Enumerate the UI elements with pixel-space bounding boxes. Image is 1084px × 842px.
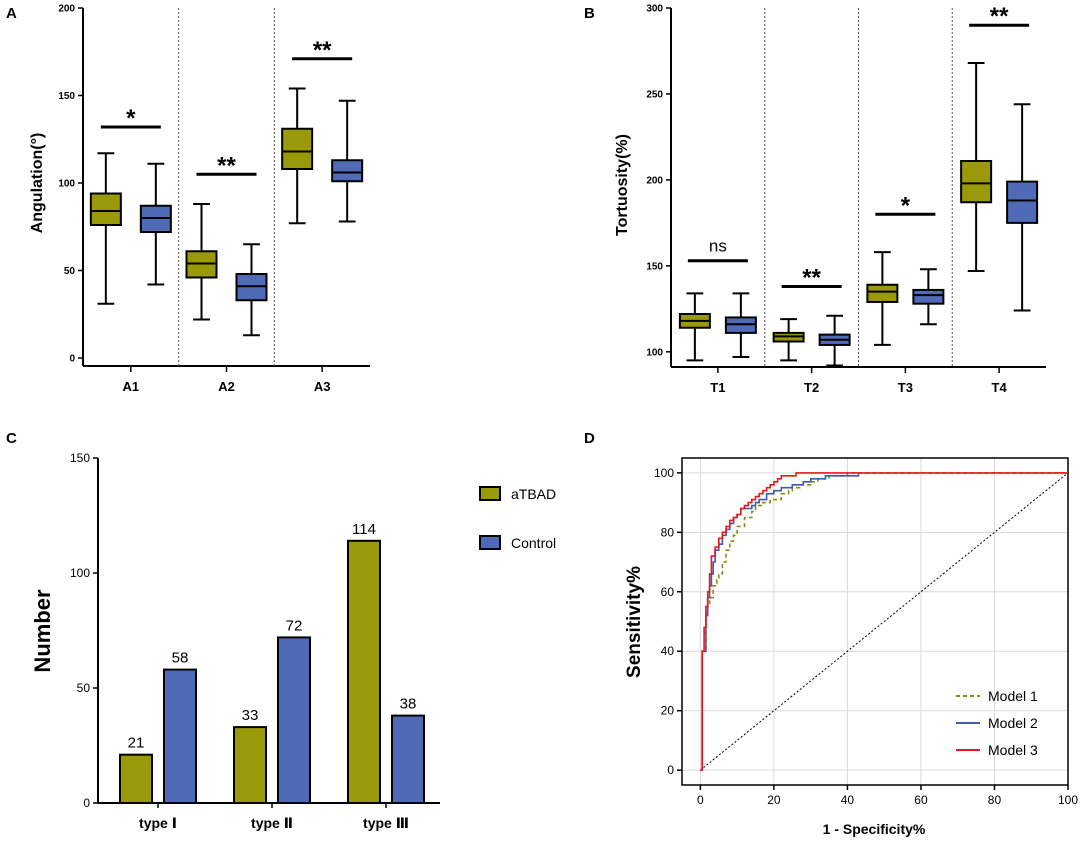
x-tick-label: 20 <box>767 793 781 807</box>
significance-label-t1: ns <box>709 237 727 256</box>
panel-d-xlabel: 1 - Specificity% <box>823 821 926 837</box>
panel-d-plot: 0 20 40 60 80 100 0 20 40 60 80 100 Model 1 Model 2 Mo… <box>654 457 1078 807</box>
box-a3-atbad-iqr <box>281 127 314 170</box>
panel-b-ylabel: Tortuosity(%) <box>614 134 631 236</box>
y-tick-label: 100 <box>646 347 663 358</box>
legend-label-model-1: Model 1 <box>988 688 1038 704</box>
panel-c-ylabel: Number <box>30 589 55 673</box>
y-tick-label: 150 <box>646 261 663 272</box>
reference-diagonal <box>700 472 1069 771</box>
significance-label-a1: * <box>126 105 136 132</box>
x-tick-label: 40 <box>841 793 855 807</box>
bar-label-atbad-2: 33 <box>242 707 259 724</box>
bar-label-control-2: 72 <box>286 617 303 634</box>
box-t4-atbad-iqr <box>960 159 993 204</box>
legend-label-atbad: aTBAD <box>511 486 556 502</box>
bar-control-2 <box>277 636 311 805</box>
bar-label-atbad-3: 114 <box>352 521 376 538</box>
box-a3-control-iqr <box>331 159 364 183</box>
legend-swatch-control <box>479 535 501 550</box>
bar-atbad-2 <box>233 726 267 804</box>
significance-label-a3: ** <box>313 37 332 64</box>
significance-label-t3: * <box>901 192 911 219</box>
box-t3-control-iqr <box>912 288 945 305</box>
panel-d-ylabel: Sensitivity% <box>624 566 645 678</box>
roc-curve-model-3 <box>700 472 1068 771</box>
panel-b-tortuosity: B Tortuosity(%) 100 150 200 250 300 T1 T2 T3 T4 n… <box>584 3 1046 395</box>
x-tick-label-a3: A3 <box>314 379 331 394</box>
box-a1-atbad-iqr <box>89 192 122 226</box>
panel-c-letter: C <box>6 430 17 447</box>
y-tick-label: 150 <box>58 91 75 102</box>
y-tick-label: 40 <box>661 644 675 658</box>
bar-atbad-3 <box>347 539 381 804</box>
y-tick-label: 0 <box>667 763 674 777</box>
bar-label-control-3: 38 <box>400 696 417 713</box>
x-tick-label-1: type Ⅰ <box>139 815 177 831</box>
y-tick-label: 300 <box>646 4 663 15</box>
y-tick-label: 100 <box>70 566 90 580</box>
panel-b-letter: B <box>584 5 595 22</box>
legend-label-model-3: Model 3 <box>988 742 1038 758</box>
x-tick-label: 80 <box>988 793 1002 807</box>
y-tick-label: 50 <box>64 266 76 277</box>
y-tick-label: 200 <box>646 175 663 186</box>
roc-curve-model-2 <box>700 472 860 771</box>
panel-a-letter: A <box>6 5 17 22</box>
legend-swatch-atbad <box>479 486 501 501</box>
panel-c-type-counts: C Number 0 50 100 150 type Ⅰ 21 58 type Ⅱ 33 72 ty… <box>6 430 556 831</box>
bar-label-control-1: 58 <box>172 650 189 667</box>
panel-d-roc: D Sensitivity% 1 - Specificity% 0 20 40 60 8… <box>584 430 1078 837</box>
y-tick-label: 100 <box>58 179 75 190</box>
roc-curve-model-1 <box>700 472 1068 771</box>
y-tick-label: 200 <box>58 4 75 15</box>
y-tick-label: 250 <box>646 89 663 100</box>
y-tick-label: 60 <box>661 585 675 599</box>
x-tick-label: 0 <box>697 793 704 807</box>
x-tick-label-3: type Ⅲ <box>363 815 409 831</box>
bar-control-3 <box>391 714 425 804</box>
legend-label-control: Control <box>511 535 556 551</box>
x-tick-label-2: type Ⅱ <box>251 815 293 831</box>
x-tick-label-t4: T4 <box>992 380 1008 395</box>
significance-label-a2: ** <box>217 152 236 179</box>
panel-d-letter: D <box>584 430 595 447</box>
y-tick-label: 100 <box>654 466 674 480</box>
y-tick-label: 0 <box>69 354 75 365</box>
box-t4-control-iqr <box>1006 180 1039 224</box>
box-t3-atbad-iqr <box>866 283 899 303</box>
significance-label-t4: ** <box>990 3 1009 30</box>
panel-a-ylabel: Angulation(°) <box>29 133 46 234</box>
x-tick-label: 100 <box>1058 793 1078 807</box>
x-tick-label-t3: T3 <box>898 380 913 395</box>
y-tick-label: 80 <box>661 525 675 539</box>
y-tick-label: 150 <box>70 451 90 465</box>
bar-control-1 <box>163 668 197 804</box>
x-tick-label-a1: A1 <box>123 379 140 394</box>
x-tick-label-t2: T2 <box>804 380 819 395</box>
plot-frame <box>681 457 1069 786</box>
y-tick-label: 20 <box>661 704 675 718</box>
significance-label-t2: ** <box>802 264 821 291</box>
x-tick-label-a2: A2 <box>218 379 235 394</box>
x-tick-label-t1: T1 <box>710 380 725 395</box>
y-tick-label: 0 <box>83 796 90 810</box>
legend-label-model-2: Model 2 <box>988 715 1038 731</box>
x-tick-label: 60 <box>914 793 928 807</box>
panel-c-plot: 0 50 100 150 type Ⅰ 21 58 type Ⅱ 33 72 type Ⅲ 114 38… <box>70 451 556 831</box>
bar-atbad-1 <box>119 753 153 805</box>
y-tick-label: 50 <box>77 681 91 695</box>
bar-label-atbad-1: 21 <box>128 735 145 752</box>
